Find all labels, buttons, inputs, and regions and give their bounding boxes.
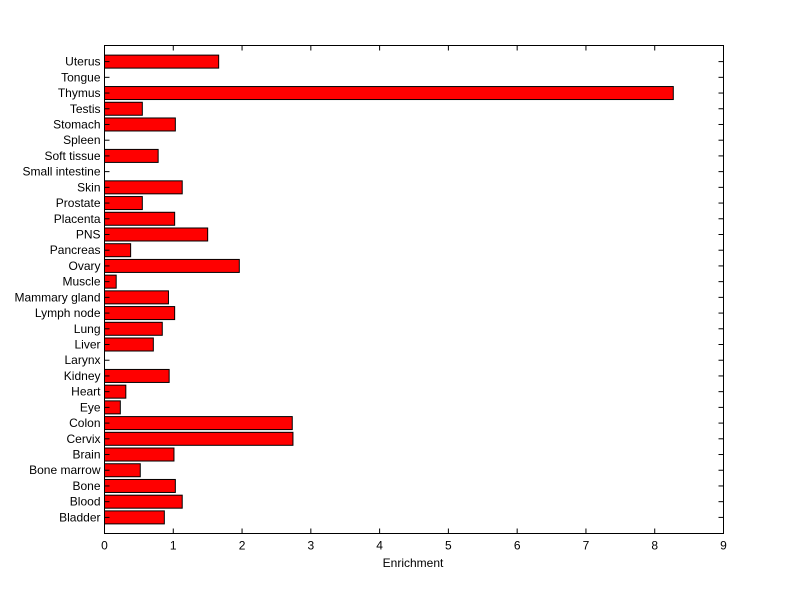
bar-bone — [104, 478, 176, 493]
bar-placenta — [104, 211, 176, 226]
y-tick-label: Muscle — [62, 275, 100, 289]
x-tick-label: 8 — [651, 539, 658, 553]
y-tick-label: Lung — [74, 322, 101, 336]
bar-uterus — [104, 54, 220, 69]
y-tick-label: Pancreas — [50, 243, 101, 257]
bar-skin — [104, 180, 183, 195]
y-tick-label: Uterus — [65, 55, 100, 69]
x-tick-label: 1 — [170, 539, 177, 553]
x-tick-label: 4 — [376, 539, 383, 553]
y-tick-label: Mammary gland — [14, 290, 100, 304]
y-tick-label: Thymus — [58, 86, 101, 100]
bar-cervix — [104, 431, 294, 446]
bar-ovary — [104, 258, 240, 273]
bar-mammary-gland — [104, 290, 169, 305]
y-tick-label: Cervix — [66, 432, 100, 446]
bar-testis — [104, 101, 143, 116]
y-tick-label: Stomach — [53, 117, 100, 131]
y-tick-label: Eye — [80, 400, 101, 414]
y-tick-label: Larynx — [64, 353, 100, 367]
y-tick-label: Tongue — [61, 70, 101, 84]
bar-bladder — [104, 510, 165, 525]
bar-bone-marrow — [104, 463, 141, 478]
bar-brain — [104, 447, 175, 462]
y-tick-label: Colon — [69, 416, 100, 430]
y-tick-label: Soft tissue — [44, 149, 100, 163]
y-tick-label: Skin — [77, 180, 100, 194]
x-tick-label: 0 — [101, 539, 108, 553]
y-tick-label: Heart — [71, 385, 101, 399]
x-tick-label: 5 — [445, 539, 452, 553]
y-tick-label: Brain — [72, 448, 100, 462]
y-tick-label: Spleen — [63, 133, 100, 147]
bar-lung — [104, 321, 163, 336]
x-tick-label: 2 — [239, 539, 246, 553]
y-tick-label: Lymph node — [35, 306, 101, 320]
y-tick-label: Ovary — [68, 259, 100, 273]
y-tick-label: Testis — [70, 102, 101, 116]
y-tick-label: PNS — [76, 227, 101, 241]
x-tick-label: 7 — [583, 539, 590, 553]
y-tick-label: Bone — [72, 479, 100, 493]
bar-stomach — [104, 117, 176, 132]
x-tick-label: 3 — [307, 539, 314, 553]
y-tick-label: Bone marrow — [29, 463, 101, 477]
bar-kidney — [104, 368, 170, 383]
bar-liver — [104, 337, 154, 352]
y-tick-label: Prostate — [56, 196, 101, 210]
x-axis-label: Enrichment — [383, 556, 444, 570]
bar-soft-tissue — [104, 148, 159, 163]
y-tick-label: Small intestine — [22, 165, 100, 179]
bar-blood — [104, 494, 183, 509]
y-tick-label: Placenta — [54, 212, 101, 226]
y-tick-label: Kidney — [64, 369, 101, 383]
y-tick-label: Blood — [70, 495, 101, 509]
y-tick-label: Bladder — [59, 510, 100, 524]
y-tick-label: Liver — [74, 338, 100, 352]
bar-thymus — [104, 86, 674, 101]
bar-pns — [104, 227, 209, 242]
x-tick-label: 9 — [720, 539, 727, 553]
bar-prostate — [104, 196, 143, 211]
plot-frame — [104, 45, 724, 534]
x-tick-label: 6 — [514, 539, 521, 553]
bar-colon — [104, 416, 293, 431]
bar-lymph-node — [104, 306, 176, 321]
